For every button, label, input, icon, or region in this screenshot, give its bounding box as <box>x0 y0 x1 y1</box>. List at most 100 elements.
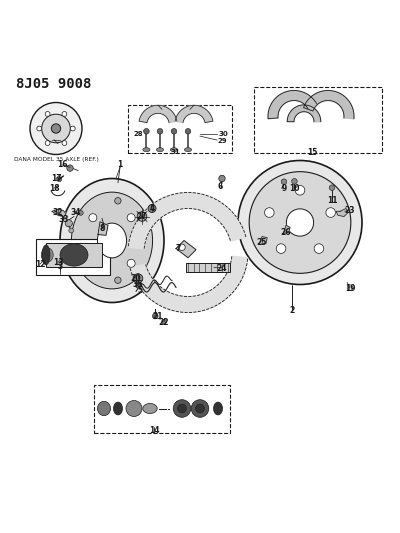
Text: 34: 34 <box>71 208 81 217</box>
Text: 28: 28 <box>133 131 143 136</box>
Circle shape <box>57 177 62 182</box>
Circle shape <box>295 185 305 195</box>
Polygon shape <box>336 208 348 216</box>
Text: 1: 1 <box>117 160 123 169</box>
Text: 26: 26 <box>281 228 291 237</box>
Polygon shape <box>304 91 354 119</box>
Polygon shape <box>287 105 321 122</box>
Text: 32: 32 <box>53 208 63 217</box>
Text: 8: 8 <box>99 224 105 233</box>
Circle shape <box>51 124 61 133</box>
Circle shape <box>157 128 163 134</box>
Text: 9: 9 <box>281 184 287 193</box>
Circle shape <box>30 102 82 155</box>
Circle shape <box>264 208 274 217</box>
Circle shape <box>127 259 135 267</box>
Polygon shape <box>139 106 177 123</box>
Text: 15: 15 <box>307 148 317 157</box>
Text: 24: 24 <box>217 264 227 273</box>
Text: 21: 21 <box>153 312 163 321</box>
Polygon shape <box>283 225 290 233</box>
Text: 14: 14 <box>149 426 159 435</box>
Text: 31: 31 <box>170 149 180 155</box>
Circle shape <box>219 175 225 182</box>
Ellipse shape <box>98 401 110 416</box>
Circle shape <box>133 274 143 284</box>
Text: 35: 35 <box>133 280 143 289</box>
Polygon shape <box>98 222 108 235</box>
Polygon shape <box>130 256 248 312</box>
Ellipse shape <box>170 148 178 152</box>
Polygon shape <box>128 192 246 249</box>
Circle shape <box>136 284 140 288</box>
Circle shape <box>37 126 42 131</box>
Ellipse shape <box>143 148 150 152</box>
Text: 30: 30 <box>218 131 228 136</box>
Text: 22: 22 <box>159 318 169 327</box>
Text: 23: 23 <box>345 206 355 215</box>
Circle shape <box>62 141 67 146</box>
Circle shape <box>292 179 297 184</box>
Ellipse shape <box>72 192 152 289</box>
Circle shape <box>115 277 121 284</box>
Bar <box>94 384 230 432</box>
Circle shape <box>45 141 50 146</box>
Circle shape <box>78 211 83 215</box>
Circle shape <box>115 198 121 204</box>
Bar <box>254 86 382 152</box>
Ellipse shape <box>156 148 164 152</box>
Circle shape <box>42 114 70 143</box>
Ellipse shape <box>114 402 122 415</box>
Circle shape <box>162 319 166 324</box>
Circle shape <box>62 111 67 116</box>
Circle shape <box>127 214 135 222</box>
Text: 11: 11 <box>327 196 337 205</box>
Circle shape <box>286 209 314 236</box>
Polygon shape <box>259 237 267 245</box>
Text: 13: 13 <box>53 258 63 267</box>
Text: 25: 25 <box>257 238 267 247</box>
Text: 33: 33 <box>59 215 69 224</box>
Text: 19: 19 <box>345 284 355 293</box>
Text: 2: 2 <box>289 306 295 315</box>
Text: 27: 27 <box>137 212 147 221</box>
Circle shape <box>238 160 362 285</box>
Circle shape <box>191 400 209 417</box>
Circle shape <box>178 404 186 413</box>
Text: 17: 17 <box>51 174 61 183</box>
Text: 16: 16 <box>57 160 67 169</box>
Circle shape <box>179 244 185 251</box>
Text: 7: 7 <box>175 244 181 253</box>
Polygon shape <box>175 106 213 123</box>
Text: 6: 6 <box>217 182 223 191</box>
Text: 29: 29 <box>217 138 227 143</box>
Text: 3: 3 <box>57 262 63 271</box>
Circle shape <box>347 285 353 290</box>
Circle shape <box>329 185 335 190</box>
Circle shape <box>185 128 191 134</box>
Circle shape <box>249 172 351 273</box>
Bar <box>46 243 102 268</box>
Circle shape <box>89 214 97 222</box>
Circle shape <box>65 220 72 227</box>
Text: 20: 20 <box>131 274 141 283</box>
Circle shape <box>173 400 191 417</box>
Ellipse shape <box>143 403 157 414</box>
Circle shape <box>144 128 149 134</box>
Circle shape <box>314 244 324 253</box>
Circle shape <box>152 313 158 319</box>
Ellipse shape <box>60 179 164 303</box>
Circle shape <box>70 126 75 131</box>
Bar <box>186 263 230 272</box>
Ellipse shape <box>41 248 53 262</box>
Text: 8J05 9008: 8J05 9008 <box>16 77 91 91</box>
Ellipse shape <box>184 148 192 152</box>
Ellipse shape <box>98 223 126 258</box>
Circle shape <box>326 208 336 217</box>
Text: 10: 10 <box>289 184 299 193</box>
Bar <box>128 104 232 152</box>
Circle shape <box>126 400 142 416</box>
Polygon shape <box>52 209 66 216</box>
Ellipse shape <box>60 244 88 266</box>
Circle shape <box>171 128 177 134</box>
